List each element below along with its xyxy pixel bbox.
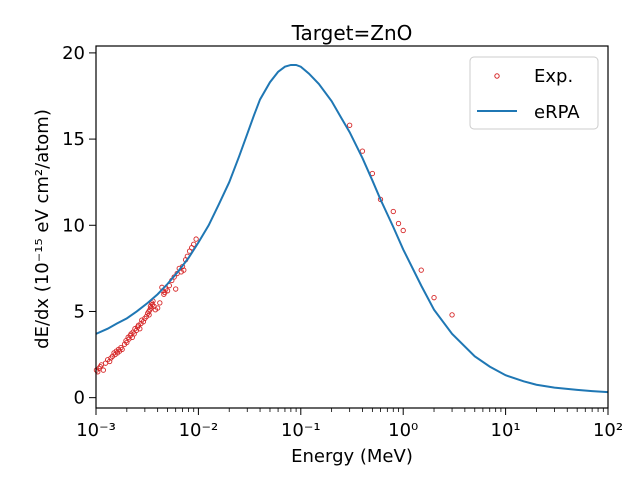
y-tick-label: 0: [74, 388, 85, 409]
x-tick-label: 10¹: [491, 420, 521, 441]
x-axis-ticks: 10⁻³ 10⁻² 10⁻¹ 10⁰ 10¹ 10²: [76, 408, 623, 441]
chart-title: Target=ZnO: [291, 21, 413, 45]
series-line-erpa: [95, 63, 609, 394]
data-point-exp: [418, 267, 424, 273]
axes-frame: [95, 45, 609, 409]
legend: Exp. eRPA: [469, 56, 599, 130]
y-tick-label: 5: [74, 301, 85, 322]
y-axis-label: dE/dx (10⁻¹⁵ eV cm²/atom): [32, 109, 53, 349]
data-point-exp: [146, 312, 152, 318]
x-axis-label: Energy (MeV): [291, 446, 413, 467]
data-point-exp: [157, 300, 163, 306]
data-point-exp: [107, 358, 113, 365]
data-point-exp: [193, 236, 199, 242]
y-tick-label: 20: [62, 43, 85, 64]
legend-exp-marker: [494, 73, 500, 79]
y-axis-ticks: 0 5 10 15 20: [62, 43, 96, 409]
y-tick-label: 10: [62, 215, 85, 236]
data-point-exp: [431, 295, 437, 301]
data-point-exp: [164, 288, 171, 294]
data-point-exp: [181, 267, 187, 273]
data-point-exp: [137, 326, 143, 332]
legend-exp-label: Exp.: [534, 66, 573, 87]
data-point-exp: [400, 227, 406, 234]
x-tick-label: 10²: [593, 420, 623, 441]
data-point-exp: [359, 148, 366, 154]
y-tick-label: 15: [62, 129, 85, 150]
data-point-exp: [395, 220, 402, 227]
series-layer: [93, 63, 609, 394]
x-tick-label: 10⁻²: [179, 420, 219, 441]
data-point-exp: [347, 122, 353, 128]
x-tick-label: 10⁰: [388, 420, 418, 441]
x-tick-label: 10⁻¹: [281, 420, 321, 441]
legend-erpa-label: eRPA: [534, 102, 580, 123]
data-point-exp: [191, 241, 197, 247]
data-point-exp: [119, 346, 125, 353]
data-point-exp: [449, 312, 455, 318]
x-tick-label: 10⁻³: [76, 420, 116, 441]
data-point-exp: [154, 305, 161, 311]
data-point-exp: [173, 286, 179, 292]
data-point-exp: [390, 208, 396, 215]
data-point-exp: [100, 367, 107, 373]
